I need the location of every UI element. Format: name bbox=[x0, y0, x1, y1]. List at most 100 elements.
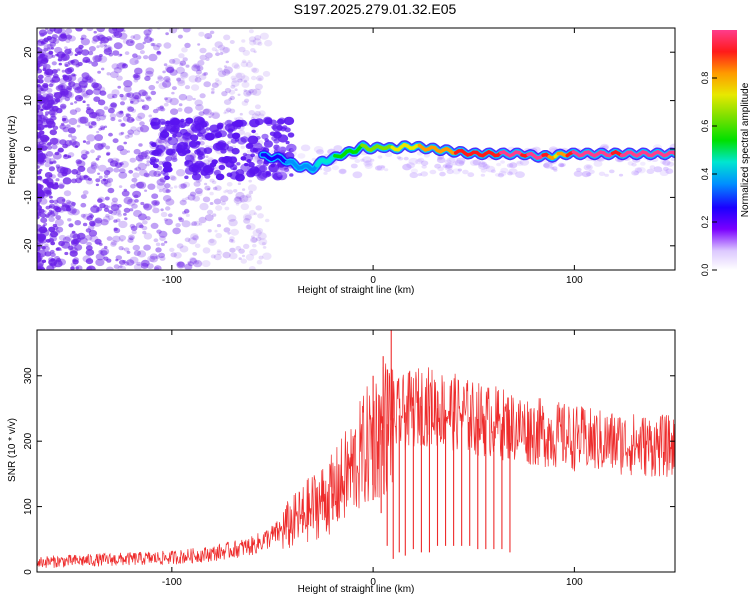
halo-dot bbox=[437, 166, 444, 172]
noise-dot bbox=[242, 213, 253, 221]
noise-dot bbox=[234, 88, 238, 91]
halo-dot bbox=[550, 166, 555, 170]
halo-dot bbox=[497, 173, 504, 178]
noise-dot bbox=[202, 108, 210, 115]
noise-dot bbox=[80, 202, 87, 208]
noise-dot bbox=[170, 176, 177, 181]
noise-dot bbox=[76, 85, 86, 93]
noise-dot bbox=[178, 103, 183, 107]
noise-dot bbox=[45, 205, 51, 210]
noise-dot bbox=[61, 115, 68, 120]
halo-dot bbox=[659, 169, 669, 176]
noise-dot bbox=[210, 111, 221, 119]
noise-dot bbox=[159, 105, 164, 109]
noise-dot bbox=[44, 157, 52, 163]
noise-dot bbox=[188, 75, 198, 83]
noise-dot bbox=[51, 69, 58, 74]
noise-dot bbox=[115, 28, 125, 32]
noise-dot bbox=[104, 196, 110, 201]
noise-dot bbox=[152, 108, 159, 114]
colorbar-gradient bbox=[712, 30, 737, 270]
noise-dot bbox=[135, 166, 142, 172]
noise-dot bbox=[143, 232, 153, 240]
noise-dot bbox=[243, 89, 252, 97]
noise-dot bbox=[221, 69, 231, 76]
noise-dot bbox=[167, 213, 173, 218]
noise-dot bbox=[170, 108, 179, 115]
halo-dot bbox=[640, 161, 646, 166]
noise-dot bbox=[110, 71, 119, 79]
noise-dot bbox=[170, 186, 173, 190]
noise-dot bbox=[42, 118, 47, 122]
noise-dot bbox=[37, 175, 43, 180]
noise-dot bbox=[184, 42, 191, 49]
noise-dot bbox=[74, 244, 83, 251]
noise-dot bbox=[242, 188, 246, 191]
noise-dot bbox=[85, 258, 94, 265]
noise-dot bbox=[185, 196, 190, 200]
noise-dot bbox=[215, 52, 220, 57]
noise-dot bbox=[50, 241, 56, 246]
halo-dot bbox=[445, 162, 454, 169]
noise-dot bbox=[210, 254, 216, 259]
noise-dot bbox=[77, 61, 83, 67]
noise-dot bbox=[49, 129, 57, 136]
spectrogram-scatter bbox=[37, 28, 675, 270]
noise-dot bbox=[163, 42, 172, 49]
noise-dot bbox=[165, 189, 171, 194]
noise-dot bbox=[181, 220, 191, 228]
noise-dot bbox=[212, 186, 218, 191]
noise-dot bbox=[240, 75, 250, 83]
noise-dot bbox=[102, 114, 107, 118]
noise-dot bbox=[245, 193, 252, 198]
noise-dot bbox=[39, 32, 45, 37]
noise-dot bbox=[37, 204, 42, 211]
noise-dot bbox=[118, 132, 123, 136]
noise-dot bbox=[57, 150, 61, 154]
noise-dot bbox=[177, 107, 183, 112]
noise-dot bbox=[242, 254, 245, 258]
halo-dot bbox=[462, 169, 469, 175]
noise-dot bbox=[49, 235, 57, 242]
noise-dot bbox=[119, 53, 123, 57]
noise-dot bbox=[254, 104, 261, 110]
noise-dot bbox=[144, 75, 151, 81]
noise-dot bbox=[223, 227, 231, 233]
noise-dot bbox=[184, 85, 191, 90]
noise-dot bbox=[163, 102, 169, 107]
noise-dot bbox=[220, 201, 226, 206]
noise-dot bbox=[135, 42, 145, 51]
colorbar-tick-label: 0.4 bbox=[700, 168, 710, 181]
noise-dot bbox=[43, 31, 48, 35]
halo-dot bbox=[543, 163, 550, 168]
noise-dot bbox=[152, 207, 160, 214]
band-dot bbox=[228, 123, 238, 132]
noise-dot bbox=[85, 234, 93, 241]
noise-dot bbox=[248, 266, 256, 270]
noise-dot bbox=[215, 80, 222, 86]
noise-dot bbox=[37, 259, 44, 267]
noise-dot bbox=[115, 255, 123, 261]
noise-dot bbox=[45, 214, 50, 219]
noise-dot bbox=[258, 77, 262, 81]
noise-dot bbox=[154, 201, 160, 206]
band-dot bbox=[287, 132, 295, 138]
noise-dot bbox=[244, 214, 252, 221]
noise-dot bbox=[82, 140, 87, 143]
noise-dot bbox=[121, 247, 126, 251]
noise-dot bbox=[93, 30, 97, 34]
noise-dot bbox=[37, 67, 40, 71]
noise-dot bbox=[198, 222, 203, 226]
noise-dot bbox=[195, 187, 203, 195]
noise-dot bbox=[64, 251, 69, 256]
noise-dot bbox=[150, 90, 157, 96]
noise-dot bbox=[219, 46, 229, 54]
halo-dot bbox=[509, 162, 518, 169]
noise-dot bbox=[123, 207, 131, 213]
spectrogram-x-label: Height of straight line (km) bbox=[298, 285, 415, 296]
noise-dot bbox=[81, 91, 89, 97]
band-dot bbox=[151, 123, 160, 130]
noise-dot bbox=[133, 148, 141, 155]
y-tick-label: 200 bbox=[23, 432, 34, 449]
